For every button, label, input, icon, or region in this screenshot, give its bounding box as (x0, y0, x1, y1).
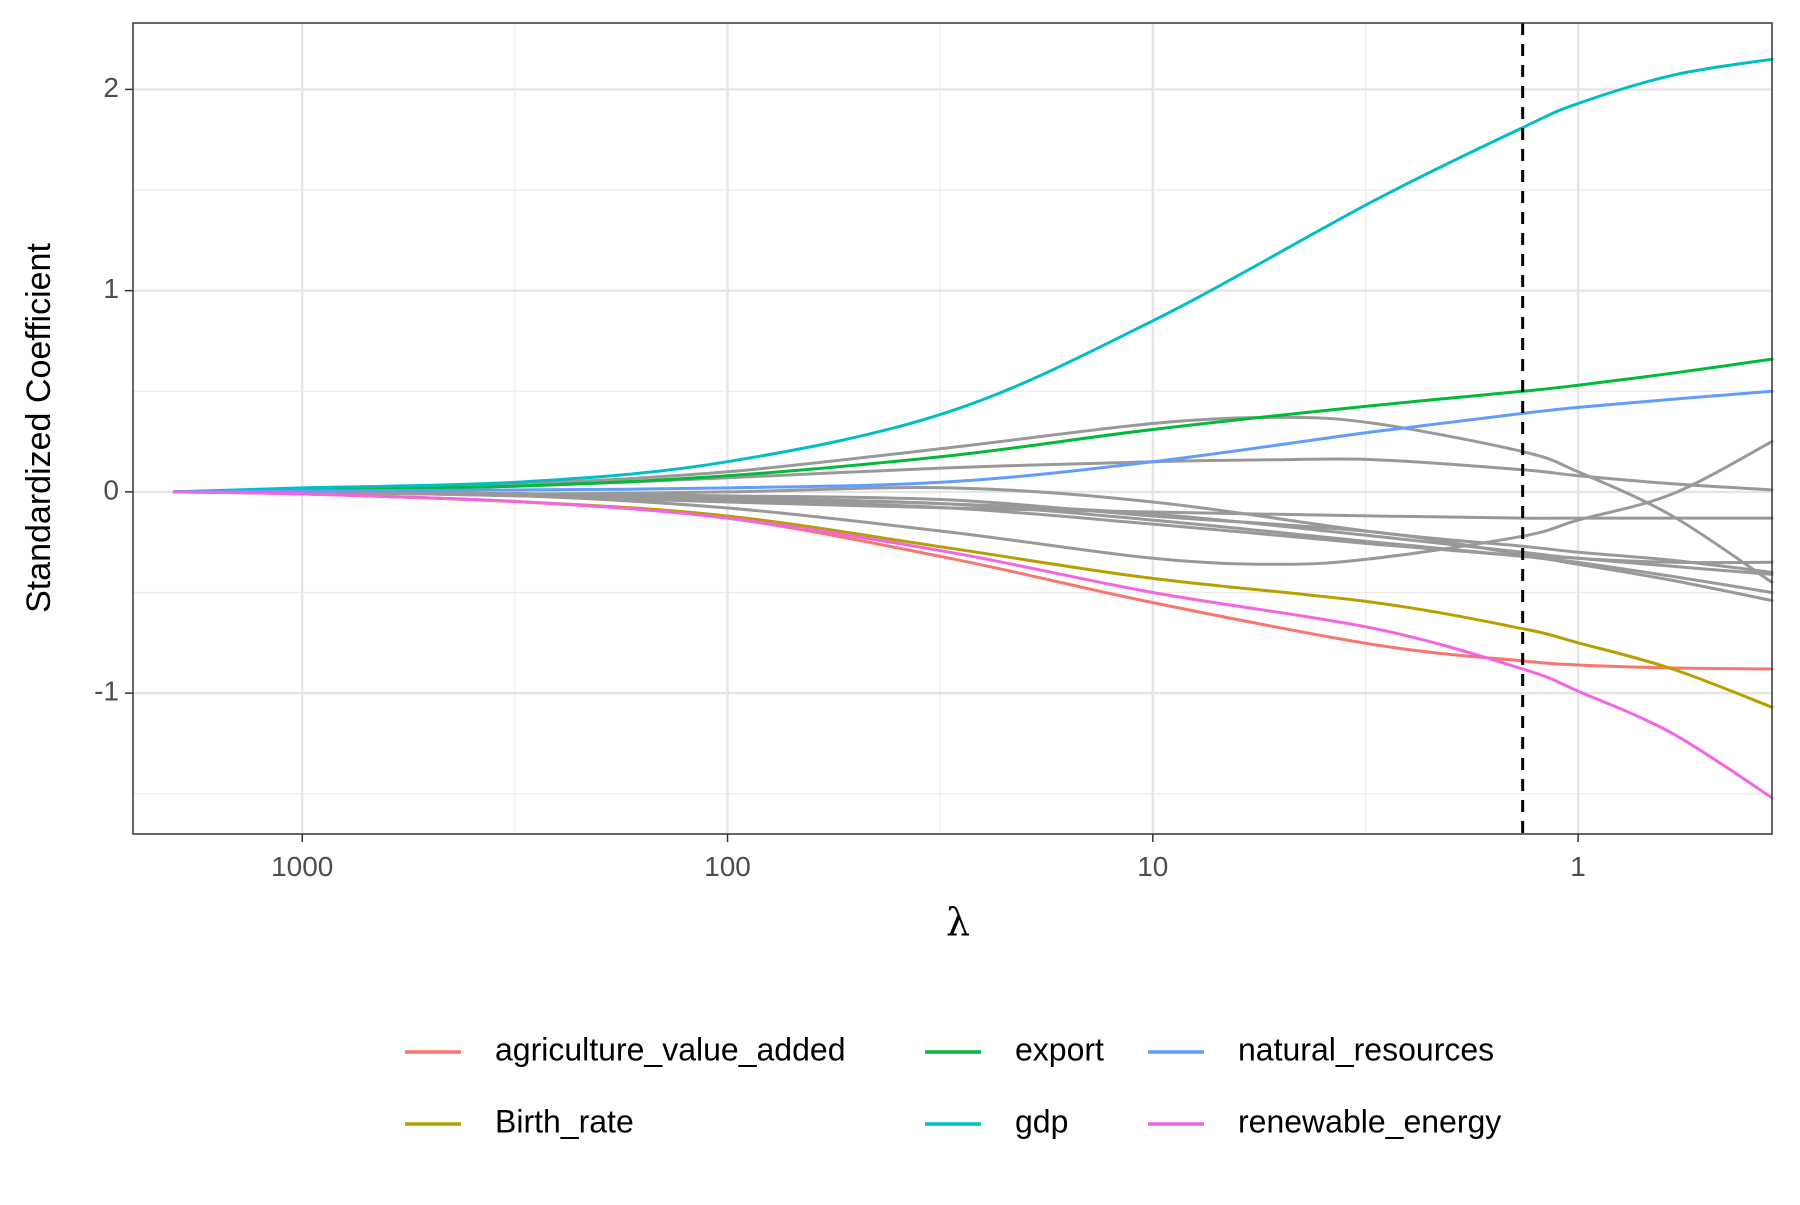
series-line-other-6 (172, 415, 1774, 584)
series-line-export (172, 357, 1774, 494)
series-layer (172, 57, 1774, 800)
y-tick-label: 1 (103, 273, 119, 304)
x-axis-title: λ (946, 900, 970, 944)
x-tick-label: 1 (1570, 851, 1586, 882)
legend-label-birth-rate: Birth_rate (495, 1103, 634, 1139)
legend-label-agriculture-value-added: agriculture_value_added (495, 1031, 845, 1067)
legend: agriculture_value_added Birth_rate export g… (405, 1031, 1501, 1139)
y-tick-label: -1 (94, 676, 119, 707)
legend-label-natural-resources: natural_resources (1238, 1031, 1494, 1067)
y-tick-label: 0 (103, 474, 119, 505)
plot-panel-border (132, 22, 1773, 835)
legend-label-gdp: gdp (1015, 1103, 1068, 1139)
x-tick-label: 10 (1137, 851, 1168, 882)
series-line-renewable-energy (172, 490, 1774, 800)
legend-label-renewable-energy: renewable_energy (1238, 1103, 1501, 1139)
series-line-natural-resources (172, 389, 1774, 494)
y-tick-label: 2 (103, 72, 119, 103)
x-tick-label: 1000 (271, 851, 333, 882)
series-line-other-14 (172, 490, 1774, 576)
plot-panel-background (133, 23, 1772, 834)
series-line-gdp (172, 57, 1774, 494)
x-tick-label: 100 (704, 851, 751, 882)
y-axis-title: Standardized Coefficient (20, 243, 58, 613)
legend-label-export: export (1015, 1031, 1104, 1067)
